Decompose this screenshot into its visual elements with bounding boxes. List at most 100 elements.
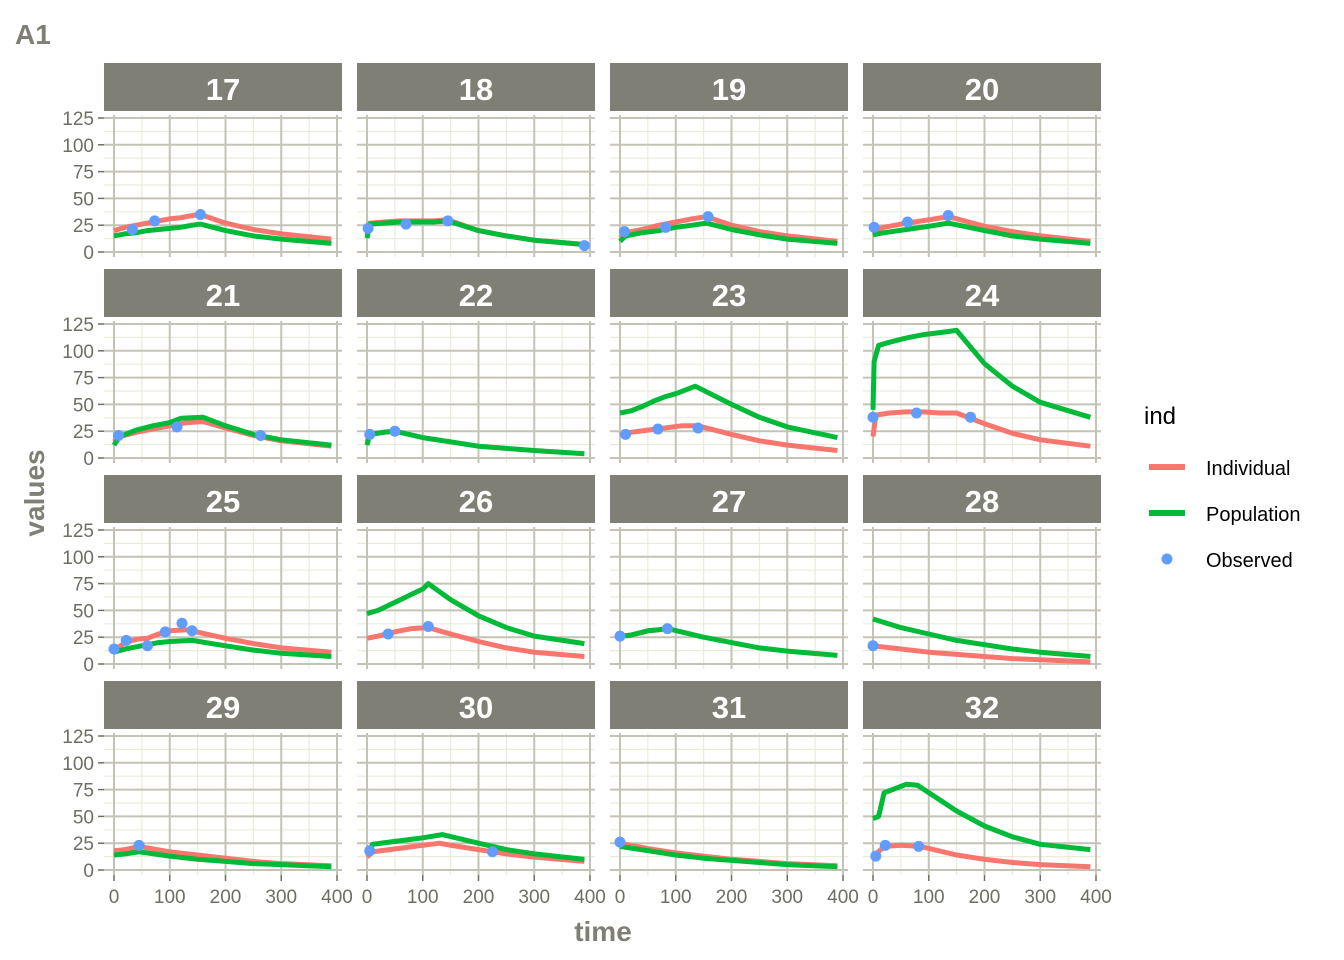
series-line-population	[113, 637, 332, 659]
x-tick-label: 100	[154, 887, 186, 908]
facet-panels: 17 0 25 50 75 100 125 18 19 20 21 0 25 50 75 100 125 22 23…	[62, 63, 1112, 908]
x-tick-label: 200	[969, 887, 1001, 908]
facet-strip-label: 29	[206, 690, 240, 725]
observed-point	[176, 617, 188, 629]
series-line-population	[870, 327, 1092, 420]
facet-panel: 32 0 100 200 300 400	[863, 681, 1112, 908]
series-line-population	[364, 832, 585, 862]
series-line-population	[872, 220, 1091, 246]
y-tick-label: 75	[73, 781, 94, 802]
y-tick-label: 0	[83, 861, 94, 882]
y-tick-label: 25	[73, 834, 94, 855]
observed-point	[149, 215, 161, 227]
observed-point	[692, 422, 704, 434]
x-tick-label: 400	[827, 887, 859, 908]
series-line-population	[872, 781, 1091, 853]
observed-point	[702, 211, 714, 223]
x-tick-label: 200	[210, 887, 242, 908]
y-axis-title: values	[19, 449, 50, 536]
plot-area	[104, 321, 342, 463]
observed-point	[186, 625, 198, 637]
facet-strip	[104, 681, 342, 729]
facet-panel: 300 100 200 300 400	[357, 681, 606, 908]
series-line-individual	[113, 212, 332, 242]
observed-point	[614, 836, 626, 848]
series-line-population	[364, 428, 585, 457]
y-tick-label: 25	[73, 422, 94, 443]
facet-strip	[863, 681, 1101, 729]
facet-strip	[610, 681, 848, 729]
y-tick-label: 50	[73, 189, 94, 210]
y-tick-label: 25	[73, 628, 94, 649]
observed-point	[910, 407, 922, 419]
observed-point	[120, 634, 132, 646]
legend-key-observed	[1161, 553, 1173, 565]
observed-point	[868, 221, 880, 233]
facet-strip	[863, 269, 1101, 317]
facet-strip	[357, 681, 595, 729]
facet-panel: 18	[357, 63, 595, 257]
legend-label-individual: Individual	[1206, 458, 1291, 480]
x-tick-label: 200	[463, 887, 495, 908]
observed-point	[126, 223, 138, 235]
observed-point	[400, 218, 412, 230]
facet-strip	[104, 269, 342, 317]
x-tick-label: 0	[868, 887, 879, 908]
facet-panel: 21 0 25 50 75 100 125	[62, 269, 342, 470]
facet-strip-label: 26	[459, 484, 493, 519]
observed-point	[879, 839, 891, 851]
x-tick-label: 300	[265, 887, 297, 908]
x-tick-label: 200	[716, 887, 748, 908]
series-line-individual	[872, 643, 1091, 665]
y-tick-label: 75	[73, 163, 94, 184]
facet-strip	[863, 475, 1101, 523]
x-tick-label: 400	[1080, 887, 1112, 908]
facet-strip-label: 17	[206, 72, 240, 107]
observed-point	[870, 850, 882, 862]
facet-strip	[104, 63, 342, 111]
observed-point	[942, 210, 954, 222]
facet-strip	[610, 63, 848, 111]
facet-panel: 23	[610, 269, 848, 463]
observed-point	[108, 643, 120, 655]
x-tick-label: 400	[321, 887, 353, 908]
observed-point	[362, 222, 374, 234]
facet-panel: 29 0 25 50 75 100 125 0 100 200 300 400	[62, 681, 353, 908]
x-tick-label: 100	[913, 887, 945, 908]
observed-point	[364, 845, 376, 857]
facet-strip-label: 25	[206, 484, 240, 519]
legend-label-observed: Observed	[1206, 550, 1293, 572]
y-tick-label: 100	[62, 342, 94, 363]
facet-strip-label: 32	[965, 690, 999, 725]
series-line-individual	[618, 214, 838, 244]
x-tick-label: 400	[574, 887, 606, 908]
legend-title: ind	[1144, 403, 1176, 430]
y-tick-label: 125	[62, 521, 94, 542]
observed-point	[442, 215, 454, 227]
observed-point	[660, 221, 672, 233]
facet-panel: 17 0 25 50 75 100 125	[62, 63, 342, 264]
series-line-population	[113, 849, 332, 870]
series-line-population	[366, 581, 585, 647]
facet-panel: 19	[610, 63, 848, 257]
observed-point	[171, 421, 183, 433]
facet-strip-label: 19	[712, 72, 746, 107]
series-line-population	[364, 218, 585, 247]
observed-point	[133, 839, 145, 851]
plot-area	[610, 733, 848, 875]
observed-point	[112, 429, 124, 441]
observed-point	[389, 425, 401, 437]
observed-point	[661, 623, 673, 635]
observed-point	[364, 428, 376, 440]
y-tick-label: 0	[83, 449, 94, 470]
facet-strip-label: 24	[965, 278, 1000, 313]
x-tick-label: 0	[109, 887, 120, 908]
observed-point	[141, 640, 153, 652]
plot-area	[863, 321, 1101, 463]
facet-panel: 25 0 25 50 75 100 125	[62, 475, 342, 676]
x-tick-label: 300	[771, 887, 803, 908]
plot-area	[610, 115, 848, 257]
facet-strip	[357, 475, 595, 523]
observed-point	[382, 628, 394, 640]
y-tick-label: 25	[73, 216, 94, 237]
